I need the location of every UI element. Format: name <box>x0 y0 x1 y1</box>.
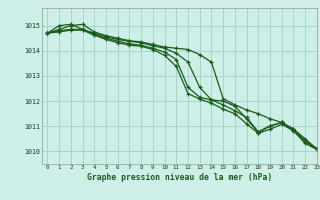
X-axis label: Graphe pression niveau de la mer (hPa): Graphe pression niveau de la mer (hPa) <box>87 173 272 182</box>
